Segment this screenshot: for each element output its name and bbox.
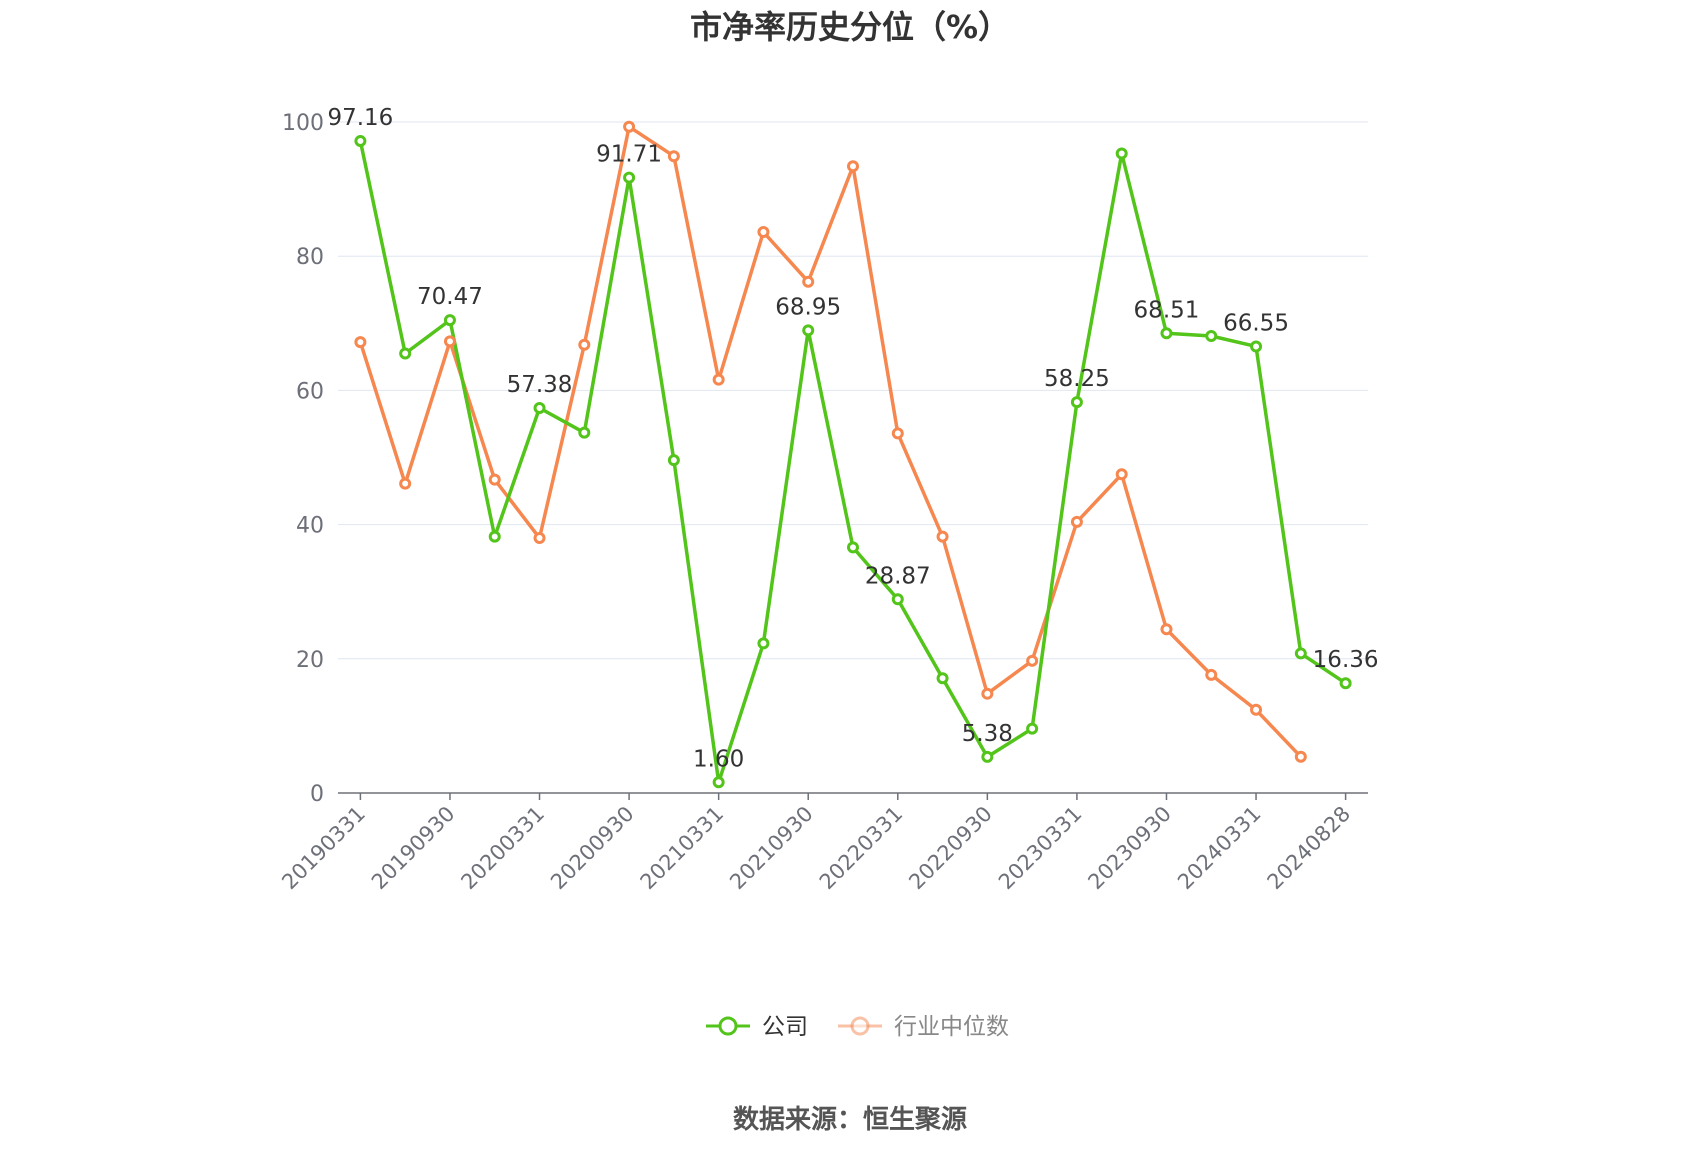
company-point [802, 324, 815, 337]
company-point [712, 776, 725, 789]
legend-industry-marker [850, 1016, 870, 1036]
series-points [354, 120, 1352, 789]
x-tick-label: 20240828 [1263, 802, 1356, 895]
legend-item-industry-median[interactable]: 行业中位数 [838, 1014, 1009, 1040]
industry-median-point [1294, 750, 1307, 763]
company-point [757, 637, 770, 650]
company-line [358, 140, 1347, 785]
data-label: 66.55 [1223, 310, 1289, 336]
industry-median-point [533, 532, 546, 545]
company-point [354, 135, 367, 148]
data-label: 57.38 [507, 372, 573, 398]
legend-company-label: 公司 [762, 1014, 808, 1040]
industry-median-point [578, 338, 591, 351]
company-point [936, 672, 949, 685]
x-tick-label: 20190331 [277, 802, 370, 895]
company-point [443, 314, 456, 327]
data-labels: 97.16 70.47 57.38 91.71 1.60 68.95 28.87 5.38 58… [327, 105, 1378, 772]
industry-median-point [757, 226, 770, 239]
x-tick-label: 20200331 [457, 802, 550, 895]
y-tick-label: 40 [296, 514, 324, 539]
y-tick-label: 80 [296, 245, 324, 270]
y-tick-label: 20 [296, 648, 324, 673]
data-label: 68.51 [1134, 297, 1200, 323]
company-point [667, 454, 680, 467]
company-point [847, 541, 859, 554]
data-label: 16.36 [1313, 647, 1379, 673]
industry-median-point [847, 160, 859, 173]
data-source: 数据来源：恒生聚源 [733, 1105, 967, 1135]
industry-median-point [623, 120, 636, 133]
data-label: 70.47 [417, 284, 483, 310]
data-label: 28.87 [865, 563, 931, 589]
company-point [981, 750, 994, 763]
company-point [1250, 340, 1263, 353]
company-point [623, 171, 636, 184]
industry-median-point [936, 530, 949, 543]
data-label: 91.71 [596, 142, 662, 168]
industry-median-point [354, 336, 367, 349]
company-point [1115, 147, 1128, 160]
x-tick-label: 20210331 [636, 802, 729, 895]
industry-median-point [1205, 668, 1218, 681]
industry-median-line [358, 124, 1303, 759]
company-point [578, 426, 591, 439]
legend[interactable]: 公司 行业中位数 [706, 1014, 1009, 1040]
industry-median-point [712, 373, 725, 386]
industry-median-point [802, 275, 815, 288]
legend-industry-label: 行业中位数 [894, 1014, 1009, 1040]
data-label: 1.60 [693, 746, 744, 772]
industry-median-point [981, 687, 994, 700]
company-point [1160, 327, 1173, 340]
industry-median-point [667, 150, 680, 163]
chart-title: 市净率历史分位（%） [690, 8, 1010, 46]
industry-median-point [1250, 703, 1263, 716]
series-lines [358, 124, 1347, 785]
data-label: 58.25 [1044, 366, 1110, 392]
industry-median-point [399, 477, 412, 490]
y-tick-label: 100 [282, 111, 324, 136]
y-tick-label: 60 [296, 379, 324, 404]
industry-median-point [891, 427, 904, 440]
legend-item-company[interactable]: 公司 [706, 1014, 808, 1040]
company-point [488, 530, 501, 543]
x-tick-label: 20210930 [725, 802, 818, 895]
industry-median-point [1115, 468, 1128, 481]
data-label: 5.38 [962, 721, 1013, 747]
company-point [533, 401, 546, 414]
x-tick-label: 20190930 [367, 802, 460, 895]
x-tick-label: 20230930 [1083, 802, 1176, 895]
x-tick-label: 20220930 [904, 802, 997, 895]
industry-median-point [1160, 623, 1173, 636]
data-label: 68.95 [775, 294, 841, 320]
y-tick-label: 0 [310, 782, 324, 807]
industry-median-point [488, 473, 501, 486]
company-point [891, 593, 904, 606]
x-tick-label: 20220331 [815, 802, 908, 895]
company-point [1026, 722, 1039, 735]
x-tick-label: 20240331 [1173, 802, 1266, 895]
data-label: 97.16 [327, 105, 393, 131]
company-point [1070, 396, 1083, 409]
grid [338, 121, 1368, 660]
industry-median-point [443, 335, 456, 348]
company-point [399, 347, 412, 360]
x-tick-label: 20230331 [994, 802, 1087, 895]
legend-company-marker [718, 1016, 738, 1036]
industry-median-point [1026, 654, 1039, 667]
x-tick-label: 20200930 [546, 802, 639, 895]
axes: 0 20 40 60 80 100 2019033120190930202003312020… [277, 111, 1368, 894]
industry-median-point [1070, 515, 1083, 528]
company-point [1339, 677, 1352, 690]
company-point [1205, 330, 1218, 343]
company-point [1294, 647, 1307, 660]
